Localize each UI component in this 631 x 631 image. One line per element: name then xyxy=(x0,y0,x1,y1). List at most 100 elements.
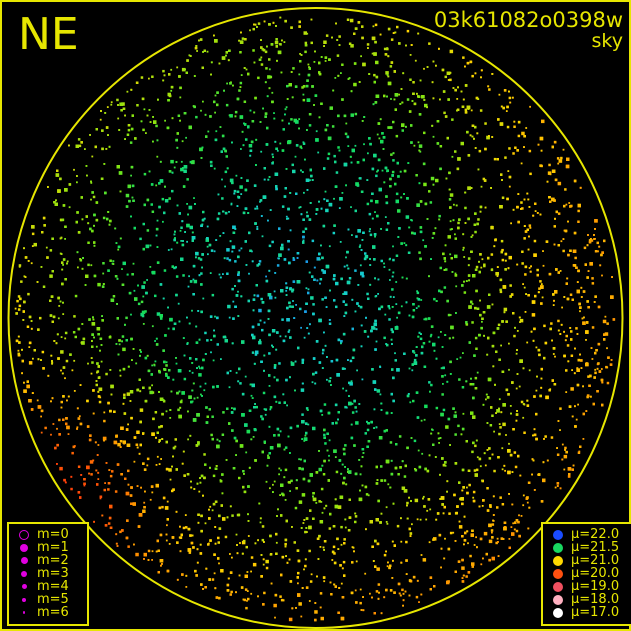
star xyxy=(403,193,405,195)
star xyxy=(473,469,477,472)
star xyxy=(592,402,595,406)
star xyxy=(154,340,156,342)
star xyxy=(380,228,382,230)
star xyxy=(248,144,253,148)
star xyxy=(119,530,122,534)
star xyxy=(374,565,377,568)
star xyxy=(313,61,316,63)
star xyxy=(172,488,175,491)
star xyxy=(448,171,451,175)
star xyxy=(311,239,315,243)
star xyxy=(146,279,148,281)
star xyxy=(456,108,460,111)
star xyxy=(101,514,104,517)
star xyxy=(196,561,199,564)
star xyxy=(253,61,256,64)
star xyxy=(91,340,93,342)
star xyxy=(248,272,250,275)
star xyxy=(361,448,365,451)
star xyxy=(195,115,198,119)
star xyxy=(505,434,507,436)
star xyxy=(386,522,389,525)
star xyxy=(285,294,288,296)
star xyxy=(182,167,184,169)
star xyxy=(240,148,242,150)
star xyxy=(97,390,100,393)
star xyxy=(466,491,469,495)
star xyxy=(258,260,262,263)
star xyxy=(159,559,164,563)
star xyxy=(185,136,187,139)
star xyxy=(160,564,162,567)
star xyxy=(511,96,514,99)
star xyxy=(326,157,330,160)
star xyxy=(510,222,512,225)
star xyxy=(462,246,465,249)
star xyxy=(56,463,58,465)
star xyxy=(444,75,447,79)
star xyxy=(400,517,402,520)
star xyxy=(561,443,564,446)
star xyxy=(314,602,317,604)
star xyxy=(17,349,20,352)
star xyxy=(508,546,511,549)
star xyxy=(206,245,209,248)
star xyxy=(179,86,182,90)
star xyxy=(570,338,573,341)
star xyxy=(323,198,326,201)
star xyxy=(354,144,357,147)
star xyxy=(130,127,134,131)
star xyxy=(565,391,568,393)
star xyxy=(419,518,422,521)
star xyxy=(280,246,284,251)
star xyxy=(553,243,556,246)
star xyxy=(492,495,495,498)
star xyxy=(392,559,394,562)
star xyxy=(211,509,214,512)
star xyxy=(359,588,362,591)
star xyxy=(409,78,412,81)
star xyxy=(105,372,108,376)
star xyxy=(135,362,138,365)
star xyxy=(289,580,293,583)
star xyxy=(325,34,329,37)
star xyxy=(609,363,613,366)
star xyxy=(509,295,512,298)
star xyxy=(131,184,135,188)
star xyxy=(156,455,159,458)
star xyxy=(403,475,407,478)
star xyxy=(369,142,372,146)
star xyxy=(227,59,230,62)
star xyxy=(138,378,141,381)
star xyxy=(423,67,425,70)
star xyxy=(428,541,431,544)
star xyxy=(222,147,226,151)
star xyxy=(314,618,317,622)
star xyxy=(322,270,326,274)
star xyxy=(323,549,325,551)
star xyxy=(139,390,142,393)
star xyxy=(148,170,151,173)
star xyxy=(292,300,294,302)
star xyxy=(216,103,219,107)
star xyxy=(278,257,280,260)
star xyxy=(398,227,401,230)
star xyxy=(322,473,326,476)
star xyxy=(99,497,102,500)
star xyxy=(455,285,458,288)
star xyxy=(383,336,386,340)
star xyxy=(598,245,601,248)
star xyxy=(301,86,304,89)
star xyxy=(73,168,75,171)
star xyxy=(319,282,321,285)
star xyxy=(533,428,536,431)
star xyxy=(247,520,250,522)
star xyxy=(570,354,574,357)
star xyxy=(574,256,577,260)
star xyxy=(273,434,276,437)
star xyxy=(276,331,279,334)
star xyxy=(126,443,131,447)
star xyxy=(207,130,210,133)
star xyxy=(238,89,241,92)
